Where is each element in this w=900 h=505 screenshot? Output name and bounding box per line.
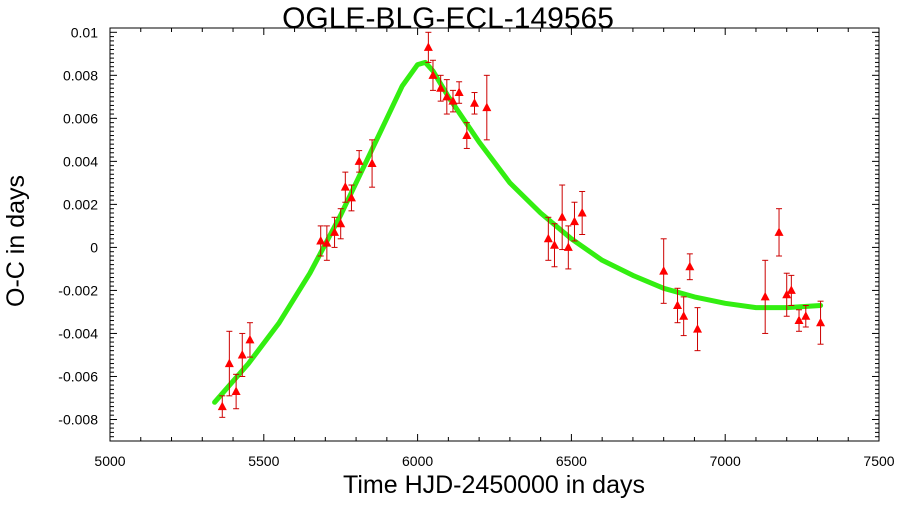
data-point <box>462 130 472 140</box>
x-tick-label: 6500 <box>556 453 587 469</box>
data-point <box>330 227 340 236</box>
y-tick-label: -0.008 <box>58 411 98 427</box>
data-point <box>346 192 356 202</box>
y-tick-label: -0.002 <box>58 282 98 298</box>
y-tick-label: 0.002 <box>63 196 98 212</box>
data-point <box>801 311 811 320</box>
data-point <box>794 315 804 325</box>
data-point <box>322 238 332 247</box>
data-point <box>454 87 464 97</box>
data-point <box>659 266 669 275</box>
x-tick-label: 5000 <box>94 453 125 469</box>
data-point <box>563 242 573 251</box>
data-point <box>316 235 326 245</box>
y-axis-label: O-C in days <box>2 175 30 307</box>
data-point <box>782 289 792 299</box>
y-tick-label: 0.01 <box>71 24 98 40</box>
plot-frame <box>109 27 880 442</box>
data-point <box>224 358 234 368</box>
data-point <box>786 285 796 294</box>
x-tick-label: 7000 <box>710 453 741 469</box>
data-point <box>774 227 784 236</box>
fit-curve <box>212 59 824 405</box>
data-point <box>436 83 446 92</box>
data-point <box>448 96 458 105</box>
data-point <box>442 91 452 101</box>
x-tick-label: 5500 <box>248 453 279 469</box>
data-point <box>217 401 227 411</box>
data-point <box>760 291 770 301</box>
data-point <box>367 158 377 168</box>
data-point <box>569 216 579 226</box>
data-point <box>428 70 438 79</box>
x-tick-label: 7500 <box>863 453 894 469</box>
data-point <box>231 386 241 396</box>
data-point <box>482 102 492 112</box>
data-point <box>340 182 350 191</box>
x-tick-label: 6000 <box>402 453 433 469</box>
data-point <box>685 261 695 271</box>
data-point <box>557 212 567 221</box>
data-point <box>336 218 346 228</box>
y-tick-label: 0.008 <box>63 67 98 83</box>
data-point <box>577 207 587 217</box>
plot-area: 5000 5500 6000 6500 7000 7500 -0.008 -0.006 -0.0… <box>58 24 894 469</box>
data-point <box>423 42 433 51</box>
data-point <box>679 311 689 320</box>
y-tick-label: -0.004 <box>58 325 98 341</box>
data-point <box>354 156 364 165</box>
x-axis-label: Time HJD-2450000 in days <box>343 471 645 499</box>
data-point <box>237 349 247 359</box>
data-point <box>816 317 826 327</box>
data-point <box>543 233 553 243</box>
y-tick-label: -0.006 <box>58 368 98 384</box>
data-point <box>673 300 683 309</box>
data-point <box>693 324 703 333</box>
data-point <box>549 240 559 249</box>
data-point <box>470 98 480 107</box>
y-tick-label: 0.004 <box>63 153 98 169</box>
y-tick-label: 0 <box>90 239 98 255</box>
data-point <box>245 334 255 344</box>
y-tick-label: 0.006 <box>63 110 98 126</box>
